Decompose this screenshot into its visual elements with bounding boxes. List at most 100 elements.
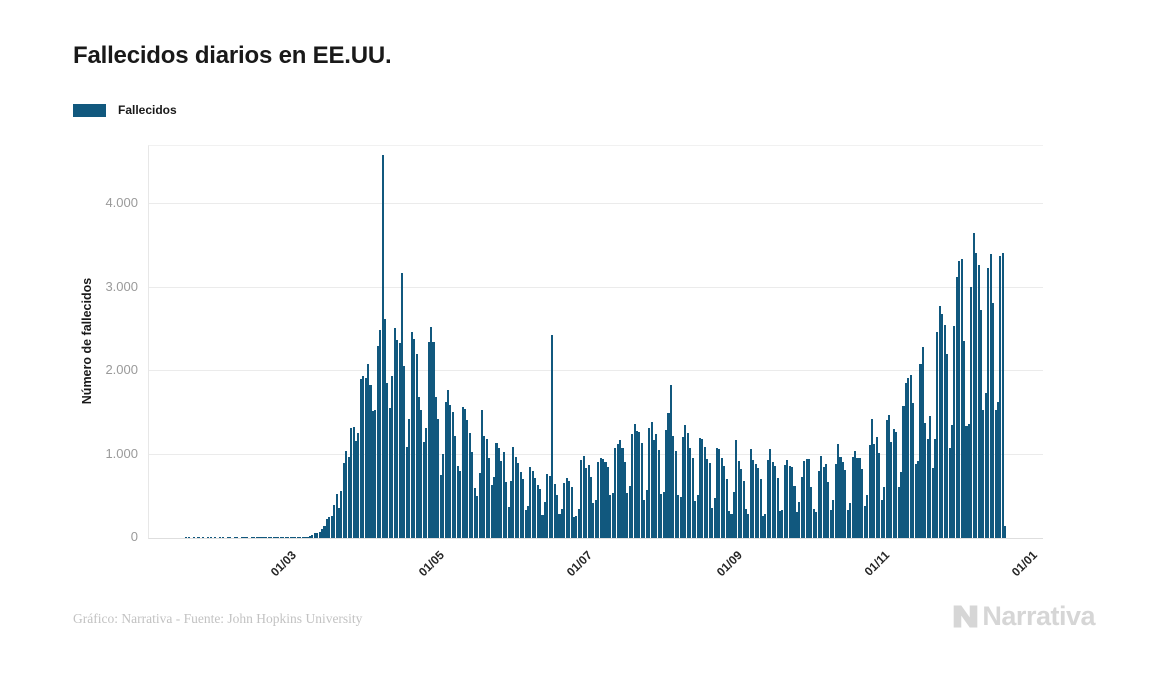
bar[interactable]: [972, 233, 975, 538]
bar[interactable]: [236, 537, 239, 538]
bar[interactable]: [628, 485, 631, 538]
bar[interactable]: [311, 534, 314, 538]
bar[interactable]: [512, 446, 515, 538]
bar[interactable]: [970, 287, 973, 538]
bar[interactable]: [587, 465, 590, 538]
bar[interactable]: [778, 511, 781, 538]
bar[interactable]: [296, 537, 299, 538]
bar[interactable]: [577, 508, 580, 538]
bar[interactable]: [795, 511, 798, 538]
bar[interactable]: [713, 498, 716, 538]
bar[interactable]: [502, 451, 505, 538]
bar[interactable]: [509, 480, 513, 538]
bar[interactable]: [701, 439, 704, 538]
bar[interactable]: [776, 478, 779, 538]
bar[interactable]: [468, 432, 471, 538]
bar[interactable]: [984, 393, 987, 538]
bar[interactable]: [926, 439, 929, 538]
bar[interactable]: [609, 494, 612, 538]
bar[interactable]: [907, 377, 910, 538]
bar[interactable]: [866, 494, 869, 538]
bar[interactable]: [689, 448, 692, 538]
bar[interactable]: [900, 471, 903, 538]
bar[interactable]: [783, 465, 786, 538]
bar[interactable]: [650, 422, 653, 538]
bar[interactable]: [623, 461, 626, 538]
bar[interactable]: [597, 461, 600, 538]
bar[interactable]: [967, 423, 970, 538]
bar[interactable]: [912, 403, 915, 538]
bar[interactable]: [514, 456, 517, 538]
bar[interactable]: [919, 363, 922, 538]
bar[interactable]: [805, 459, 808, 538]
bar[interactable]: [415, 354, 418, 538]
bar[interactable]: [878, 452, 881, 538]
bar[interactable]: [505, 482, 508, 538]
bar[interactable]: [294, 537, 297, 538]
bar[interactable]: [185, 537, 188, 538]
bar[interactable]: [694, 500, 697, 538]
bar[interactable]: [546, 474, 549, 538]
bar[interactable]: [766, 460, 769, 538]
bar[interactable]: [364, 377, 367, 538]
bar[interactable]: [771, 461, 774, 538]
bar[interactable]: [403, 365, 406, 538]
bar[interactable]: [570, 486, 573, 538]
bar[interactable]: [262, 537, 265, 538]
bar[interactable]: [757, 467, 760, 538]
bar[interactable]: [614, 447, 617, 538]
bar[interactable]: [933, 439, 937, 538]
bar[interactable]: [604, 462, 607, 538]
bar[interactable]: [909, 375, 912, 538]
bar[interactable]: [463, 408, 467, 538]
bar[interactable]: [207, 537, 210, 538]
bar[interactable]: [551, 334, 554, 538]
bar[interactable]: [393, 327, 396, 538]
bar[interactable]: [340, 491, 343, 538]
bar[interactable]: [447, 390, 450, 538]
bar[interactable]: [706, 459, 709, 538]
bar[interactable]: [270, 537, 273, 538]
bar[interactable]: [267, 537, 270, 538]
bar[interactable]: [941, 313, 944, 538]
bar[interactable]: [568, 481, 571, 538]
bar[interactable]: [480, 409, 483, 538]
bar[interactable]: [425, 427, 428, 538]
bar[interactable]: [534, 477, 537, 538]
bar[interactable]: [611, 492, 614, 538]
bar[interactable]: [255, 537, 258, 538]
bar[interactable]: [822, 466, 825, 538]
bar[interactable]: [904, 383, 907, 538]
bar[interactable]: [732, 491, 735, 538]
bar[interactable]: [800, 477, 803, 538]
bar[interactable]: [638, 432, 641, 538]
bar[interactable]: [342, 463, 345, 538]
bar[interactable]: [691, 457, 694, 538]
bar[interactable]: [517, 462, 520, 538]
bar[interactable]: [376, 346, 379, 538]
bar[interactable]: [791, 467, 794, 538]
bar[interactable]: [996, 401, 1000, 538]
bar[interactable]: [764, 513, 767, 538]
bar[interactable]: [720, 458, 723, 538]
bar[interactable]: [946, 353, 949, 538]
bar[interactable]: [265, 537, 268, 538]
bar[interactable]: [454, 436, 457, 538]
bar[interactable]: [960, 259, 963, 538]
bar[interactable]: [585, 468, 588, 538]
bar[interactable]: [924, 422, 927, 538]
bar[interactable]: [202, 537, 205, 538]
bar[interactable]: [640, 443, 643, 538]
bar[interactable]: [442, 453, 445, 538]
bar[interactable]: [274, 537, 278, 538]
bar[interactable]: [258, 537, 261, 538]
bar[interactable]: [948, 447, 951, 538]
bar[interactable]: [870, 419, 874, 538]
bar[interactable]: [432, 341, 435, 538]
bar[interactable]: [461, 407, 464, 538]
bar[interactable]: [430, 327, 433, 538]
bar[interactable]: [308, 536, 311, 538]
bar[interactable]: [849, 502, 852, 538]
bar[interactable]: [892, 429, 895, 538]
bar[interactable]: [965, 425, 968, 538]
